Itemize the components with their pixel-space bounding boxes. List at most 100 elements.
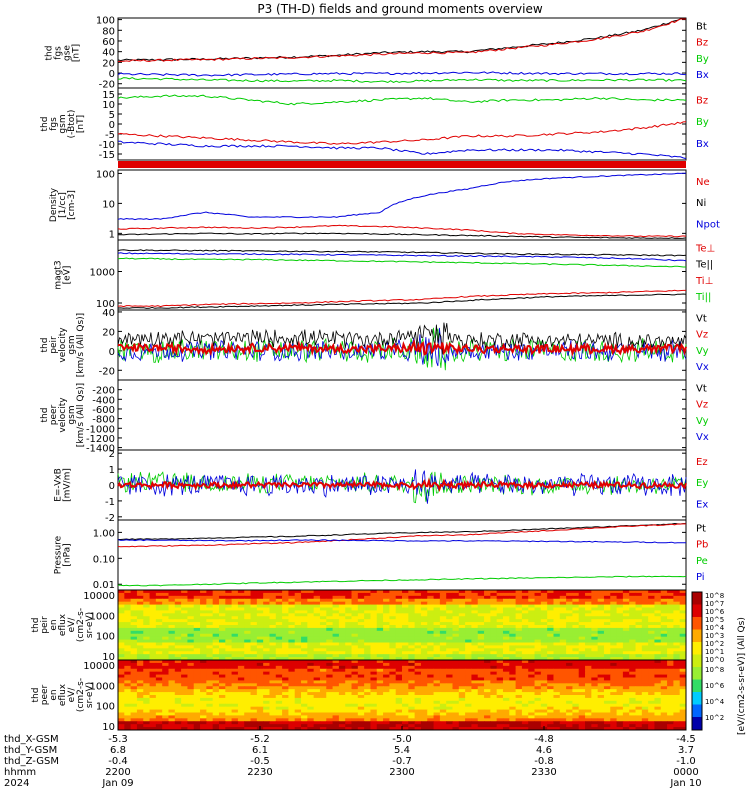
heatmap-cell (282, 662, 289, 667)
heatmap-cell (376, 636, 384, 641)
heatmap-cell (509, 595, 517, 600)
heatmap-cell (288, 636, 296, 641)
heatmap-cell (515, 671, 523, 676)
heatmap-cell (553, 721, 561, 725)
heatmap-cell (275, 677, 283, 681)
heatmap-cell (218, 627, 226, 632)
heatmap-cell (654, 598, 662, 603)
heatmap-cell (357, 680, 365, 684)
heatmap-cell (200, 700, 207, 705)
heatmap-cell (200, 721, 207, 725)
heatmap-cell (603, 595, 611, 600)
heatmap-cell (307, 610, 315, 614)
heatmap-cell (660, 651, 668, 655)
heatmap-cell (326, 697, 334, 702)
heatmap-cell (572, 627, 580, 632)
heatmap-cell (635, 660, 643, 664)
heatmap-cell (332, 721, 340, 725)
heatmap-cell (338, 616, 346, 620)
heatmap-cell (288, 668, 296, 673)
heatmap-cell (490, 595, 498, 600)
heatmap-cell (433, 718, 441, 722)
heatmap-cell (679, 709, 687, 713)
heatmap-cell (534, 657, 542, 661)
legend-entry: Bz (696, 38, 708, 49)
heatmap-cell (578, 721, 586, 725)
heatmap-cell (553, 671, 561, 676)
heatmap-cell (439, 692, 447, 696)
heatmap-cell (534, 706, 542, 711)
heatmap-cell (648, 595, 655, 600)
heatmap-cell (679, 651, 687, 655)
heatmap-cell (648, 601, 655, 606)
heatmap-cell (313, 700, 321, 705)
heatmap-cell (168, 703, 176, 708)
heatmap-cell (155, 712, 163, 716)
heatmap-cell (319, 619, 327, 623)
heatmap-cell (585, 721, 592, 725)
heatmap-cell (357, 674, 365, 678)
heatmap-cell (559, 689, 567, 693)
heatmap-cell (433, 727, 441, 731)
heatmap-cell (218, 662, 226, 667)
heatmap-cell (130, 645, 138, 649)
heatmap-cell (654, 668, 662, 673)
heatmap-cell (174, 680, 182, 684)
heatmap-cell (143, 703, 151, 708)
heatmap-cell (465, 657, 472, 661)
heatmap-cell (420, 595, 428, 600)
heatmap-cell (263, 695, 270, 699)
heatmap-cell (402, 724, 409, 728)
heatmap-cell (376, 677, 384, 681)
heatmap-cell (187, 619, 195, 623)
heatmap-cell (414, 619, 422, 623)
heatmap-cell (218, 657, 226, 661)
heatmap-cell (679, 648, 687, 652)
heatmap-cell (553, 590, 561, 594)
heatmap-cell (471, 715, 479, 719)
panel-5: thd peir velocity gsm [km/s (All Qs)] 40200-2… (40, 308, 709, 381)
heatmap-cell (288, 718, 296, 722)
heatmap-cell (559, 648, 567, 652)
heatmap-cell (654, 718, 662, 722)
heatmap-cell (389, 604, 397, 608)
heatmap-cell (200, 686, 207, 690)
heatmap-cell (345, 590, 353, 594)
y-tick-label: 100 (96, 169, 115, 180)
heatmap-cell (275, 654, 283, 658)
heatmap-cell (269, 622, 277, 626)
x-axis-row-label: thd_X-GSM (4, 734, 59, 745)
heatmap-cell (521, 689, 529, 693)
heatmap-cell (250, 604, 258, 608)
heatmap-cell (174, 651, 182, 655)
heatmap-cell (162, 642, 169, 646)
heatmap-cell (263, 613, 270, 617)
heatmap-cell (616, 683, 624, 687)
heatmap-cell (307, 627, 315, 632)
heatmap-cell (370, 697, 378, 702)
heatmap-cell (155, 648, 163, 652)
heatmap-cell (679, 727, 687, 731)
heatmap-cell (376, 604, 384, 608)
heatmap-cell (496, 654, 504, 658)
heatmap-cell (635, 625, 643, 629)
heatmap-cell (383, 697, 390, 702)
heatmap-cell (143, 706, 151, 711)
heatmap-cell (465, 703, 472, 708)
heatmap-cell (597, 712, 605, 716)
heatmap-cell (225, 665, 233, 670)
heatmap-cell (673, 613, 681, 617)
heatmap-cell (162, 712, 169, 716)
heatmap-cell (540, 648, 548, 652)
heatmap-cell (458, 607, 466, 611)
heatmap-cell (301, 657, 308, 661)
heatmap-cell (319, 692, 327, 696)
heatmap-cell (635, 697, 643, 702)
heatmap-cell (345, 613, 353, 617)
heatmap-cell (603, 662, 611, 667)
heatmap-cell (572, 683, 580, 687)
heatmap-cell (597, 616, 605, 620)
heatmap-cell (174, 592, 182, 597)
heatmap-cell (591, 692, 599, 696)
heatmap-cell (572, 665, 580, 670)
